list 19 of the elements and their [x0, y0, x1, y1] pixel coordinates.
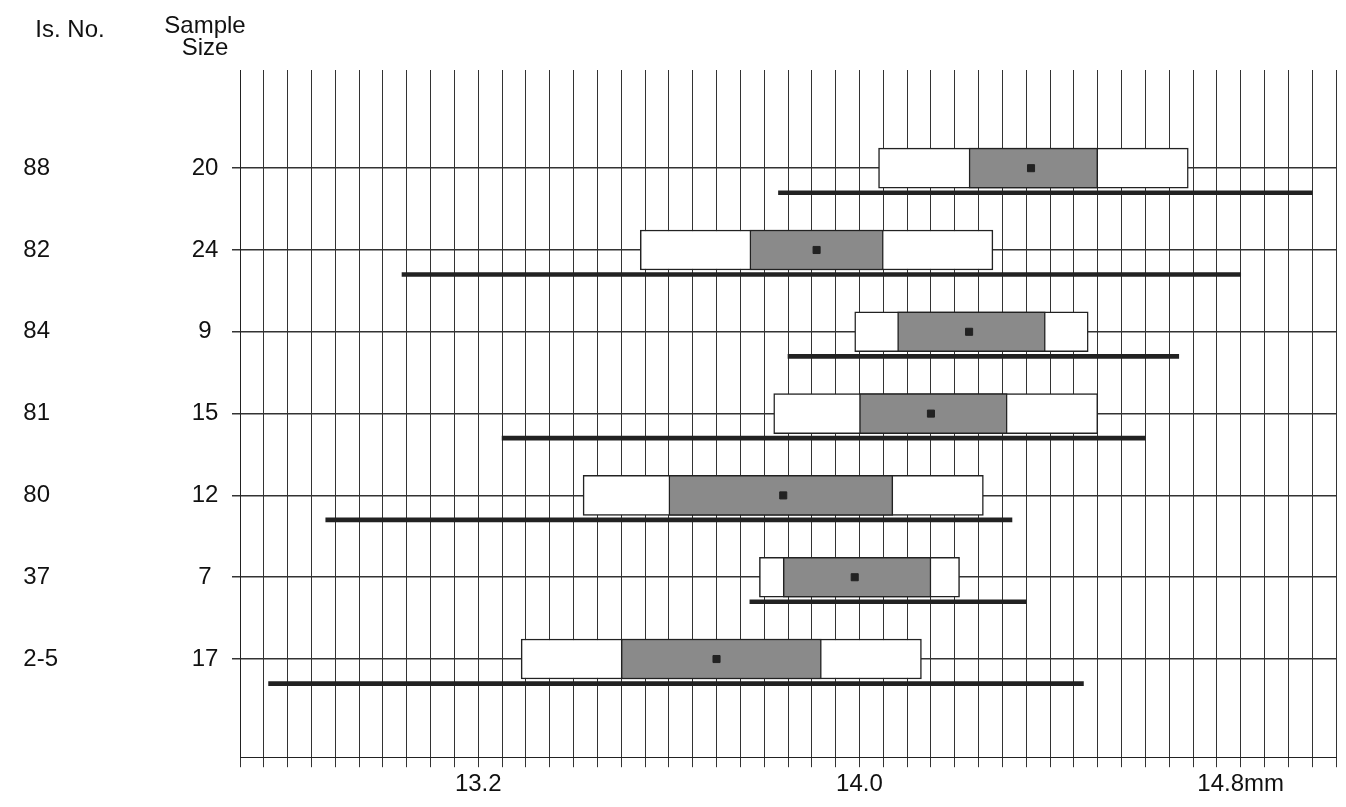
x-tick-label: 14.8mm [1197, 769, 1285, 797]
text: 24 [191, 234, 219, 262]
y-tick-label: 88 [10, 152, 51, 180]
text: 20 [191, 152, 219, 180]
y-axis-title: Is. No. [35, 14, 105, 42]
y-tick-label: 81 [10, 398, 51, 426]
x-tick-label: 14.0 [836, 769, 883, 797]
text: 15 [191, 398, 219, 426]
y-tick-label: 2-5 [10, 643, 59, 671]
y-tick-label: 80 [10, 480, 51, 508]
y-tick-label: 37 [10, 561, 51, 589]
text: 12 [191, 480, 219, 508]
text: Sample Size [164, 10, 246, 60]
text: 17 [191, 643, 219, 671]
text: 7 [198, 561, 212, 589]
y-tick-label: 84 [10, 316, 51, 344]
y-tick-label: 82 [10, 234, 51, 262]
text: 9 [198, 316, 212, 344]
x-tick-label: 13.2 [454, 769, 502, 797]
